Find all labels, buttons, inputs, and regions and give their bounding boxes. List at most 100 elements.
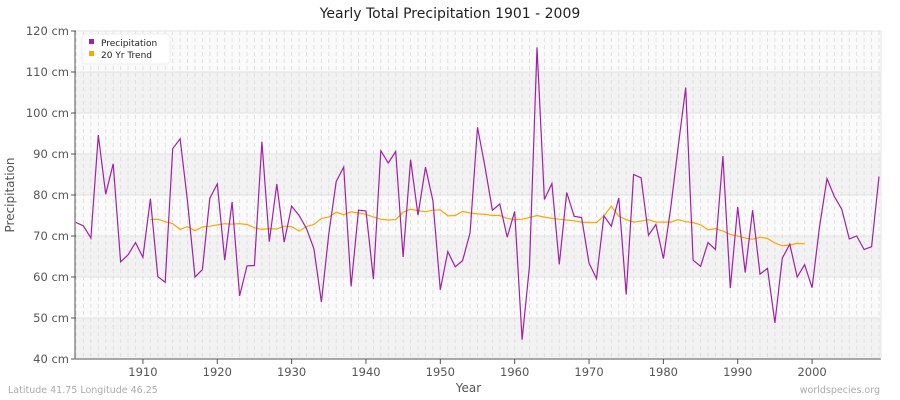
data-point bbox=[290, 205, 293, 208]
data-point bbox=[662, 257, 665, 260]
data-point bbox=[394, 150, 397, 153]
data-point bbox=[372, 216, 375, 219]
data-point bbox=[759, 236, 762, 239]
data-point bbox=[476, 126, 479, 129]
data-point bbox=[640, 220, 643, 223]
data-point bbox=[424, 210, 427, 213]
x-tick-label: 1990 bbox=[723, 365, 752, 379]
data-point bbox=[283, 241, 286, 244]
data-point bbox=[305, 227, 308, 230]
data-point bbox=[692, 259, 695, 262]
data-point bbox=[253, 226, 256, 229]
data-point bbox=[89, 237, 92, 240]
data-point bbox=[855, 235, 858, 238]
data-point bbox=[706, 228, 709, 231]
data-point bbox=[818, 225, 821, 228]
data-point bbox=[528, 264, 531, 267]
y-tick-label: 40 cm bbox=[33, 352, 69, 366]
data-point bbox=[193, 229, 196, 232]
data-point bbox=[454, 265, 457, 268]
data-point bbox=[848, 237, 851, 240]
data-point bbox=[193, 276, 196, 279]
data-point bbox=[156, 218, 159, 221]
data-point bbox=[268, 240, 271, 243]
data-point bbox=[238, 294, 241, 297]
data-point bbox=[781, 244, 784, 247]
data-point bbox=[112, 162, 115, 165]
data-point bbox=[223, 259, 226, 262]
data-point bbox=[625, 218, 628, 221]
data-point bbox=[602, 214, 605, 217]
legend: Precipitation 20 Yr Trend bbox=[81, 33, 171, 65]
y-tick-label: 50 cm bbox=[33, 311, 69, 325]
data-point bbox=[632, 173, 635, 176]
data-point bbox=[246, 264, 249, 267]
data-point bbox=[223, 222, 226, 225]
data-point bbox=[483, 213, 486, 216]
data-point bbox=[149, 218, 152, 221]
data-point bbox=[513, 210, 516, 213]
data-point bbox=[617, 196, 620, 199]
data-point bbox=[119, 260, 122, 263]
data-point bbox=[335, 180, 338, 183]
grid-band bbox=[75, 72, 881, 113]
data-point bbox=[164, 220, 167, 223]
footer-source: worldspecies.org bbox=[799, 385, 880, 396]
data-point bbox=[320, 301, 323, 304]
data-point bbox=[558, 263, 561, 266]
series-line-precipitation bbox=[75, 47, 880, 340]
data-point bbox=[550, 182, 553, 185]
grid-band bbox=[75, 318, 881, 359]
data-point bbox=[773, 241, 776, 244]
data-point bbox=[483, 165, 486, 168]
y-tick-label: 100 cm bbox=[26, 106, 69, 120]
data-point bbox=[803, 263, 806, 266]
data-point bbox=[744, 271, 747, 274]
data-point bbox=[595, 277, 598, 280]
data-point bbox=[431, 199, 434, 202]
data-point bbox=[543, 198, 546, 201]
data-point bbox=[840, 208, 843, 211]
chart-title: Yearly Total Precipitation 1901 - 2009 bbox=[319, 6, 581, 22]
data-point bbox=[320, 217, 323, 220]
data-point bbox=[773, 321, 776, 324]
data-point bbox=[706, 241, 709, 244]
data-point bbox=[461, 259, 464, 262]
data-point bbox=[350, 210, 353, 213]
x-tick-label: 1950 bbox=[426, 365, 455, 379]
data-point bbox=[439, 208, 442, 211]
data-point bbox=[759, 273, 762, 276]
x-tick-label: 2000 bbox=[797, 365, 826, 379]
data-point bbox=[662, 221, 665, 224]
data-point bbox=[721, 155, 724, 158]
data-point bbox=[736, 235, 739, 238]
data-point bbox=[751, 209, 754, 212]
data-point bbox=[699, 265, 702, 268]
data-point bbox=[878, 175, 881, 178]
data-point bbox=[208, 197, 211, 200]
legend-label: 20 Yr Trend bbox=[101, 51, 152, 61]
data-point bbox=[476, 212, 479, 215]
data-point bbox=[394, 218, 397, 221]
data-point bbox=[342, 166, 345, 169]
data-point bbox=[156, 275, 159, 278]
data-point bbox=[535, 214, 538, 217]
data-point bbox=[454, 214, 457, 217]
x-tick-label: 1930 bbox=[277, 365, 306, 379]
data-point bbox=[283, 225, 286, 228]
y-axis-label: Precipitation bbox=[3, 157, 17, 232]
data-point bbox=[298, 214, 301, 217]
data-point bbox=[379, 149, 382, 152]
data-point bbox=[75, 221, 78, 224]
data-point bbox=[684, 86, 687, 89]
data-point bbox=[863, 248, 866, 251]
data-point bbox=[796, 276, 799, 279]
data-point bbox=[409, 208, 412, 211]
data-point bbox=[253, 264, 256, 267]
data-point bbox=[565, 219, 568, 222]
data-point bbox=[550, 217, 553, 220]
data-point bbox=[721, 230, 724, 233]
data-point bbox=[402, 255, 405, 258]
data-point bbox=[543, 216, 546, 219]
data-point bbox=[491, 209, 494, 212]
